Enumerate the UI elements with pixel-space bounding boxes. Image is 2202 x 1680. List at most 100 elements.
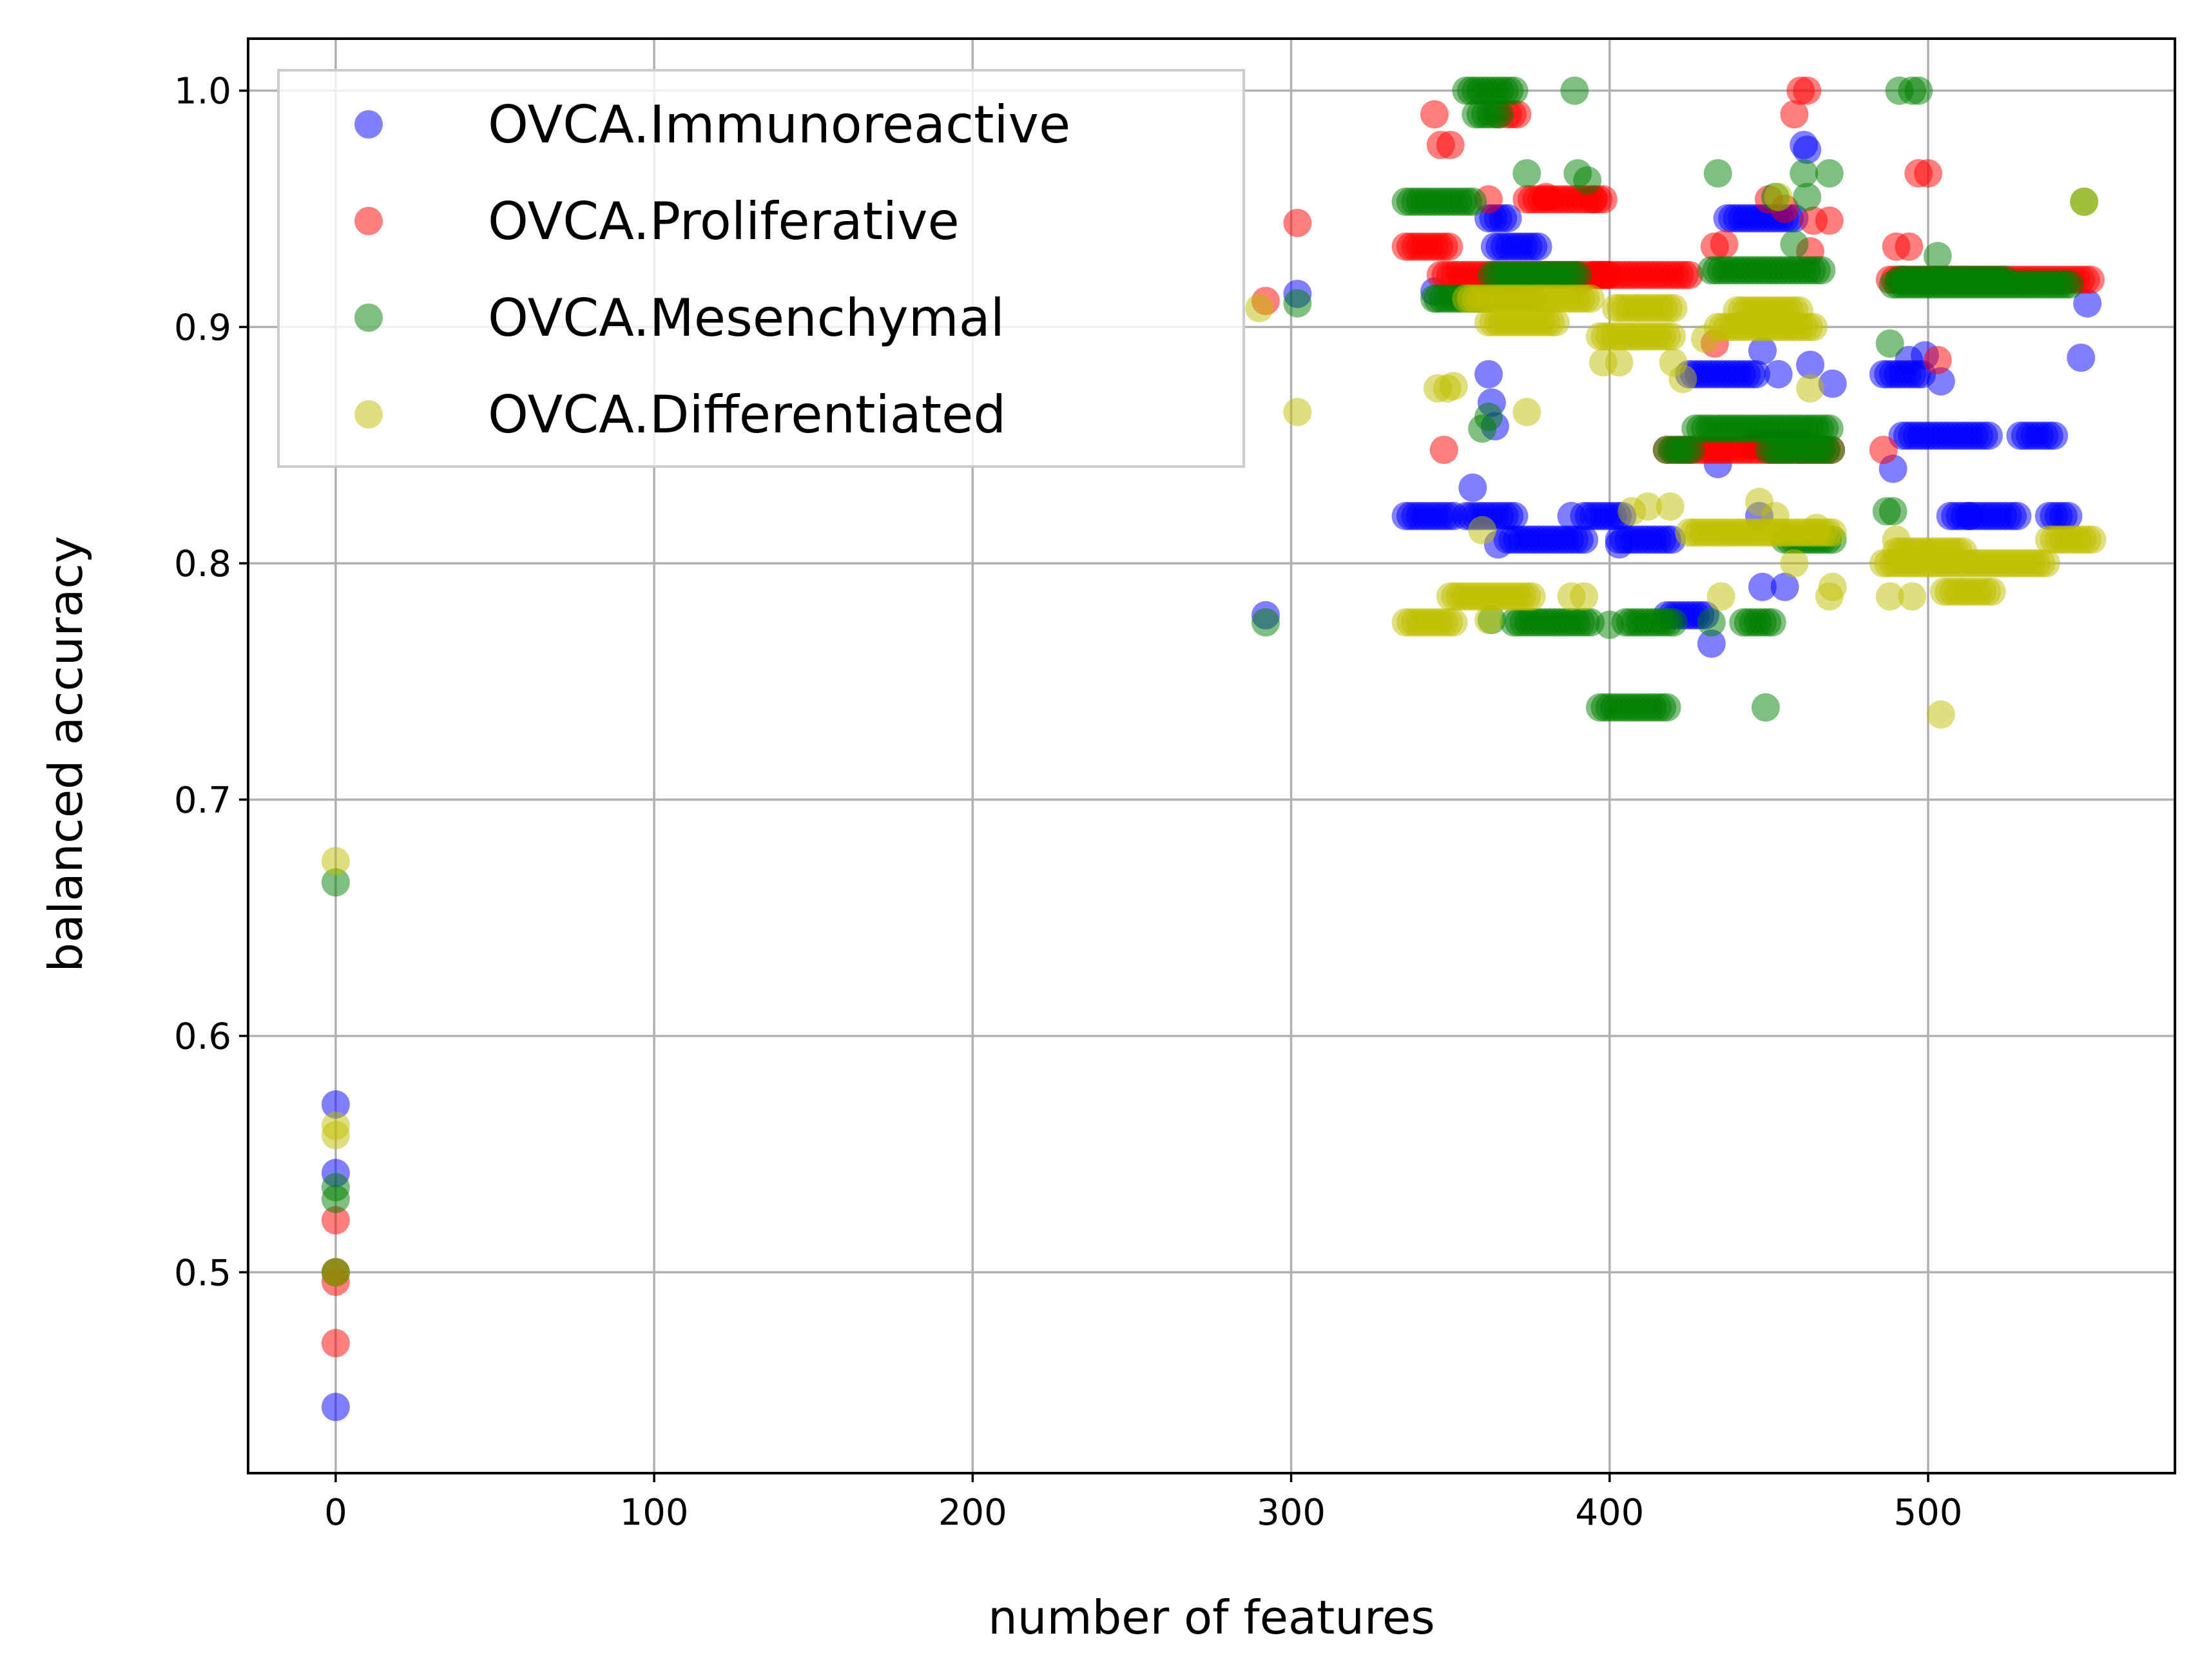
data-point — [1485, 100, 1514, 129]
data-point — [321, 1393, 350, 1422]
data-point — [1634, 492, 1663, 521]
data-point — [321, 847, 350, 876]
y-tick-label: 1.0 — [174, 71, 231, 113]
data-point — [1436, 131, 1465, 159]
data-point — [1914, 159, 1942, 188]
data-point — [321, 1206, 350, 1235]
data-point — [1675, 260, 1704, 289]
legend-marker — [354, 400, 383, 429]
legend-box — [277, 69, 1245, 468]
data-point — [1764, 360, 1793, 389]
data-point — [1595, 610, 1624, 639]
data-point — [1468, 516, 1497, 545]
data-point — [1904, 76, 1933, 105]
data-point — [1500, 76, 1529, 105]
data-point — [1439, 608, 1468, 637]
data-point — [1818, 369, 1847, 398]
data-point — [1283, 398, 1312, 427]
data-point — [1784, 296, 1813, 325]
data-point — [1458, 188, 1487, 216]
data-point — [1500, 501, 1529, 530]
legend-label: OVCA.Immunoreactive — [488, 95, 1070, 155]
legend-label: OVCA.Mesenchymal — [488, 288, 1005, 348]
data-point — [2070, 188, 2099, 216]
data-point — [1793, 182, 1822, 211]
data-point — [1512, 398, 1541, 427]
data-point — [1882, 525, 1911, 554]
data-point — [2054, 501, 2083, 530]
data-point — [1949, 537, 1978, 566]
series-ovca-mesenchymal — [321, 76, 2099, 1287]
data-point — [1780, 230, 1809, 258]
data-point — [1923, 242, 1952, 271]
axis-ticks: 0 100 200 300 400 500 0.5 0.6 0.7 0.8 0.9 1.0 — [174, 71, 1962, 1534]
data-point — [1283, 289, 1312, 318]
data-point — [1557, 501, 1586, 530]
data-point — [1990, 266, 2019, 294]
data-point — [1898, 582, 1927, 611]
data-point — [1512, 159, 1541, 188]
data-point — [1802, 514, 1831, 543]
data-point — [1815, 414, 1844, 443]
data-point — [1474, 606, 1503, 635]
data-point — [1807, 256, 1836, 285]
data-point — [1790, 159, 1819, 188]
data-point — [2003, 501, 2032, 530]
data-point — [1710, 230, 1739, 258]
legend-marker — [354, 110, 383, 139]
data-point — [1429, 436, 1458, 465]
data-point — [1541, 308, 1570, 337]
legend-marker — [354, 304, 383, 332]
y-axis-title: balanced accuracy — [39, 536, 93, 972]
legend-marker — [354, 207, 383, 235]
data-point — [321, 1090, 350, 1119]
y-tick-label: 0.7 — [174, 780, 231, 822]
x-tick-label: 500 — [1894, 1492, 1963, 1534]
data-point — [1517, 582, 1546, 611]
data-point — [1878, 497, 1907, 526]
data-point — [2078, 525, 2107, 554]
x-tick-label: 100 — [620, 1492, 689, 1534]
data-point — [1570, 525, 1599, 554]
data-point — [1560, 76, 1589, 105]
data-point — [1793, 76, 1822, 105]
data-point — [1420, 284, 1449, 313]
y-tick-label: 0.6 — [174, 1016, 231, 1058]
data-point — [1563, 260, 1592, 289]
data-points — [321, 76, 2107, 1422]
data-point — [1923, 345, 1952, 374]
data-point — [1875, 329, 1904, 358]
data-point — [1474, 402, 1503, 431]
data-point — [321, 1173, 350, 1202]
data-point — [1748, 572, 1777, 601]
data-point — [1697, 629, 1726, 658]
legend-label: OVCA.Differentiated — [488, 385, 1006, 445]
data-point — [1676, 436, 1705, 465]
x-tick-label: 200 — [938, 1492, 1007, 1534]
data-point — [1761, 501, 1790, 530]
data-point — [1748, 336, 1777, 365]
data-point — [1659, 608, 1688, 637]
data-point — [1659, 294, 1688, 323]
data-point — [1283, 209, 1312, 237]
data-point — [2073, 289, 2102, 318]
data-point — [1757, 608, 1786, 637]
data-point — [1434, 232, 1463, 261]
data-point — [1895, 232, 1924, 261]
x-tick-label: 300 — [1257, 1492, 1326, 1534]
data-point — [1697, 608, 1726, 637]
data-point — [321, 1111, 350, 1140]
data-point — [1926, 367, 1955, 396]
data-point — [1793, 135, 1822, 164]
data-point — [1751, 693, 1780, 722]
x-tick-label: 0 — [324, 1492, 347, 1534]
data-point — [1869, 436, 1898, 465]
data-point — [1764, 182, 1793, 211]
data-point — [1605, 348, 1634, 377]
data-point — [1815, 206, 1844, 235]
legend: OVCA.Immunoreactive OVCA.Proliferative OVC… — [277, 69, 1245, 468]
data-point — [1977, 577, 2006, 606]
data-point — [1706, 582, 1735, 611]
y-tick-label: 0.8 — [174, 543, 231, 585]
